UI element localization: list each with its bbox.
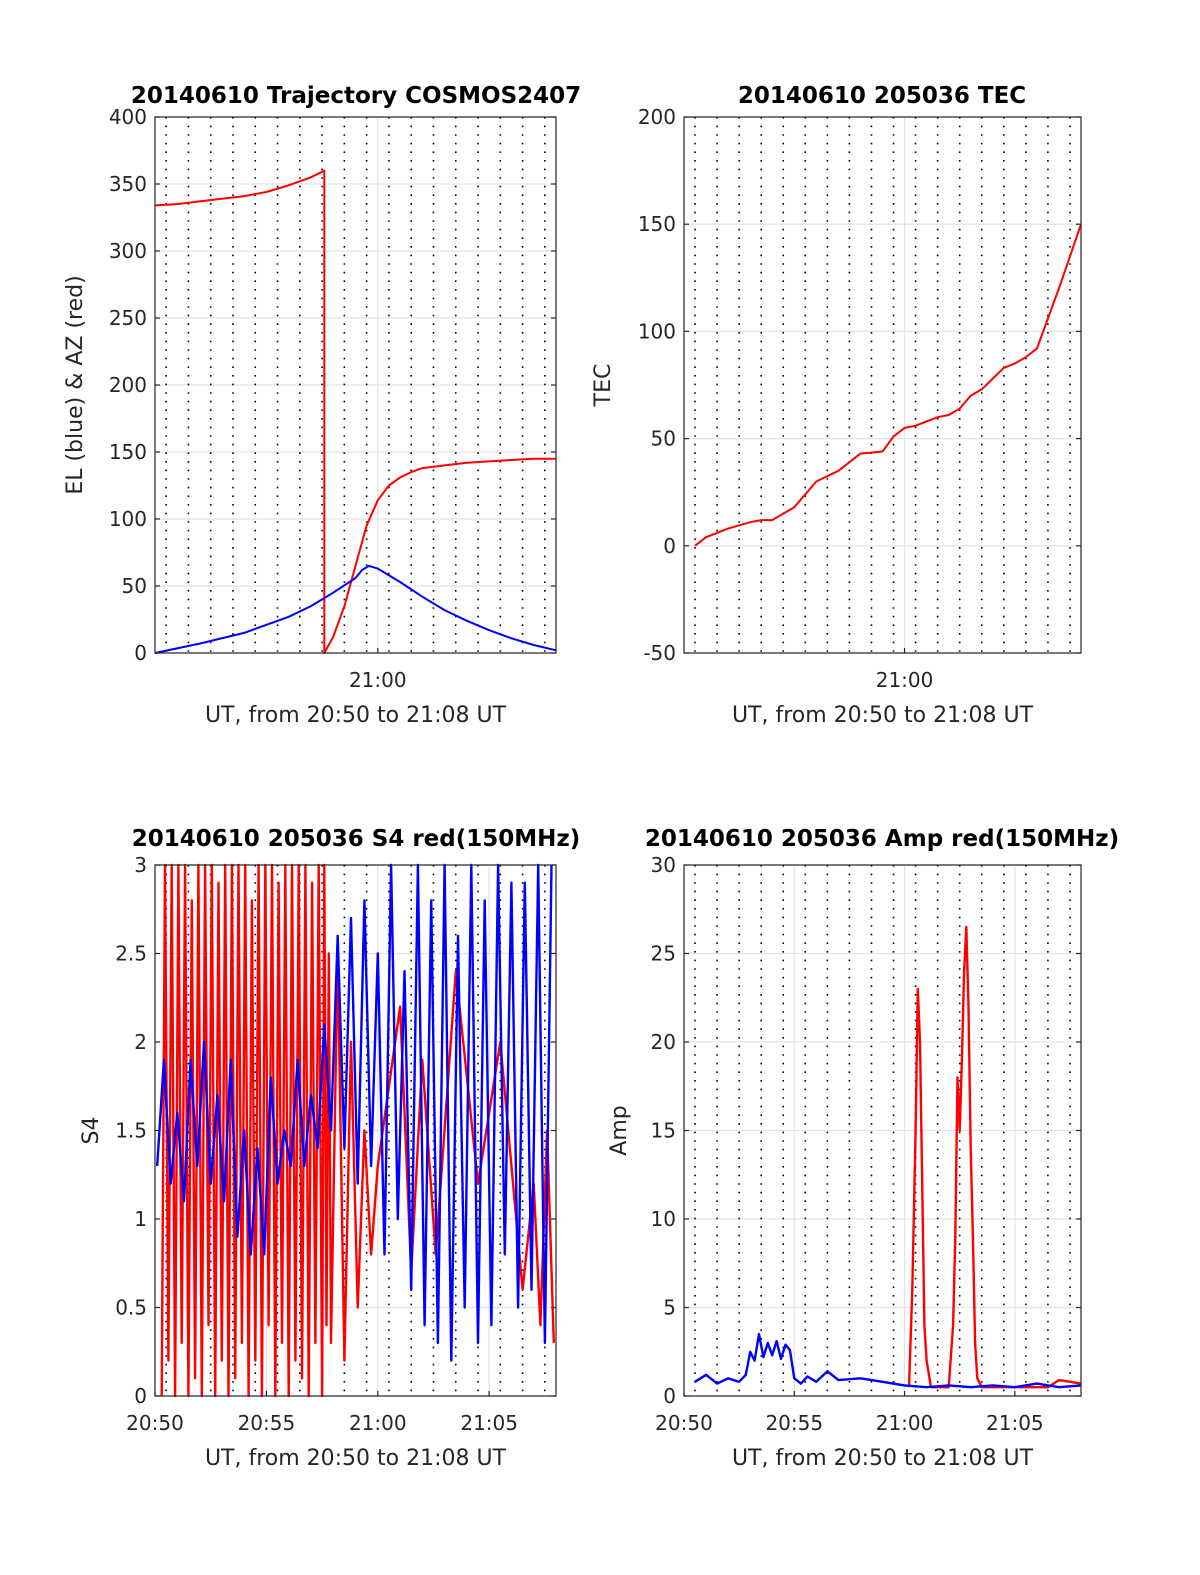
x-axis-label: UT, from 20:50 to 21:08 UT — [732, 703, 1034, 728]
y-tick-label: 150 — [109, 440, 147, 464]
x-tick-label: 21:05 — [460, 1411, 518, 1435]
series-line-0 — [907, 925, 1082, 1389]
x-tick-label: 21:00 — [876, 1411, 934, 1435]
y-tick-label: 0 — [663, 1384, 676, 1408]
y-tick-label: 100 — [638, 319, 676, 343]
y-axis-label: S4 — [79, 1117, 104, 1145]
x-tick-label: 21:00 — [349, 1411, 407, 1435]
y-tick-label: 5 — [663, 1296, 676, 1320]
y-tick-label: 3 — [134, 853, 147, 877]
chart-title: 20140610 205036 Amp red(150MHz) — [645, 826, 1119, 852]
series-line-1 — [694, 1332, 1082, 1389]
y-tick-label: 250 — [109, 306, 147, 330]
panel-amp: 0 5 10 15 20 25 30 20:50 20:55 21:00 21:05 2014061… — [607, 826, 1119, 1471]
y-tick-label: 50 — [651, 427, 676, 451]
y-tick-label: 0 — [134, 1384, 147, 1408]
axes-frame — [683, 116, 1082, 654]
y-tick-label: 0.5 — [115, 1296, 147, 1320]
x-tick-label: 20:55 — [238, 1411, 296, 1435]
y-axis-label: EL (blue) & AZ (red) — [63, 275, 88, 494]
x-tick-label: 21:00 — [349, 668, 407, 692]
y-tick-label: 30 — [651, 853, 676, 877]
y-tick-label: 0 — [134, 641, 147, 665]
y-tick-label: 20 — [651, 1030, 676, 1054]
x-axis-label: UT, from 20:50 to 21:08 UT — [205, 1446, 507, 1471]
chart-title: 20140610 205036 S4 red(150MHz) — [132, 826, 581, 852]
panel-s4: 0 0.5 1 1.5 2 2.5 3 20:50 20:55 21:00 21:05 201406… — [79, 826, 580, 1471]
y-tick-label: 1 — [134, 1207, 147, 1231]
y-tick-label: 2.5 — [115, 942, 147, 966]
x-tick-label: 20:50 — [655, 1411, 713, 1435]
series-line-1 — [154, 564, 557, 654]
y-tick-label: 100 — [109, 507, 147, 531]
x-tick-label: 21:05 — [986, 1411, 1044, 1435]
panel-tec: -50 0 50 100 150 200 21:00 20140610 205036 TEC… — [591, 83, 1082, 728]
y-tick-label: 15 — [651, 1119, 676, 1143]
panel-trajectory: 0 50 100 150 200 250 300 350 400 21:00 20140610 T… — [63, 83, 581, 728]
y-tick-label: 1.5 — [115, 1119, 147, 1143]
x-tick-label: 21:00 — [876, 668, 934, 692]
y-tick-label: -50 — [643, 641, 676, 665]
series-line-0 — [694, 223, 1082, 547]
chart-title: 20140610 205036 TEC — [738, 83, 1026, 109]
y-tick-label: 350 — [109, 172, 147, 196]
y-tick-label: 25 — [651, 942, 676, 966]
y-tick-label: 2 — [134, 1030, 147, 1054]
x-tick-label: 20:55 — [765, 1411, 823, 1435]
series-line-0 — [154, 169, 556, 654]
x-axis-label: UT, from 20:50 to 21:08 UT — [205, 703, 507, 728]
y-axis-label: Amp — [607, 1105, 632, 1155]
y-axis-label: TEC — [591, 364, 616, 408]
y-tick-label: 400 — [109, 105, 147, 129]
y-tick-label: 50 — [122, 574, 147, 598]
y-tick-label: 200 — [638, 105, 676, 129]
series-line-1 — [156, 863, 553, 1362]
x-tick-label: 20:50 — [126, 1411, 184, 1435]
y-tick-label: 200 — [109, 373, 147, 397]
y-tick-label: 10 — [651, 1207, 676, 1231]
y-tick-label: 300 — [109, 239, 147, 263]
chart-title: 20140610 Trajectory COSMOS2407 — [131, 83, 581, 109]
y-tick-label: 150 — [638, 212, 676, 236]
x-axis-label: UT, from 20:50 to 21:08 UT — [732, 1446, 1034, 1471]
y-tick-label: 0 — [663, 534, 676, 558]
